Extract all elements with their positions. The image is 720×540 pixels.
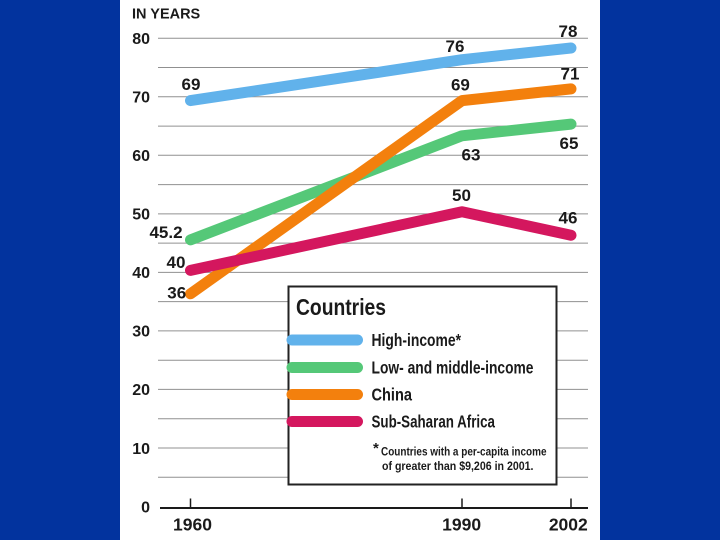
svg-text:71: 71 — [561, 65, 580, 84]
svg-text:40: 40 — [167, 253, 186, 272]
svg-text:High-income*: High-income* — [372, 330, 462, 350]
svg-text:0: 0 — [141, 499, 150, 516]
svg-text:*: * — [373, 440, 379, 457]
svg-text:10: 10 — [132, 441, 150, 458]
svg-text:70: 70 — [132, 90, 150, 107]
svg-text:65: 65 — [560, 134, 579, 153]
svg-text:30: 30 — [132, 324, 150, 341]
svg-text:Low- and middle-income: Low- and middle-income — [372, 358, 534, 378]
svg-text:50: 50 — [452, 186, 471, 205]
svg-text:63: 63 — [462, 146, 481, 165]
svg-text:50: 50 — [132, 207, 150, 224]
svg-text:IN YEARS: IN YEARS — [132, 7, 201, 23]
svg-text:76: 76 — [446, 37, 465, 56]
svg-text:Countries with a per-capita in: Countries with a per-capita income — [381, 447, 547, 459]
svg-text:of greater than $9,206 in 2001: of greater than $9,206 in 2001. — [382, 461, 534, 473]
svg-text:60: 60 — [132, 148, 150, 165]
svg-text:80: 80 — [132, 31, 150, 48]
svg-text:78: 78 — [559, 22, 578, 41]
svg-text:69: 69 — [182, 75, 201, 94]
svg-text:1990: 1990 — [442, 515, 481, 535]
svg-text:46: 46 — [559, 208, 578, 227]
svg-text:36: 36 — [167, 283, 186, 302]
svg-text:45.2: 45.2 — [149, 223, 182, 242]
svg-text:1960: 1960 — [173, 515, 212, 535]
svg-text:40: 40 — [132, 265, 150, 282]
svg-text:20: 20 — [132, 382, 150, 399]
svg-text:Countries: Countries — [296, 294, 386, 320]
svg-text:China: China — [372, 385, 413, 405]
svg-text:2002: 2002 — [549, 515, 588, 535]
svg-text:Sub-Saharan Africa: Sub-Saharan Africa — [372, 412, 496, 432]
svg-text:69: 69 — [451, 75, 470, 94]
